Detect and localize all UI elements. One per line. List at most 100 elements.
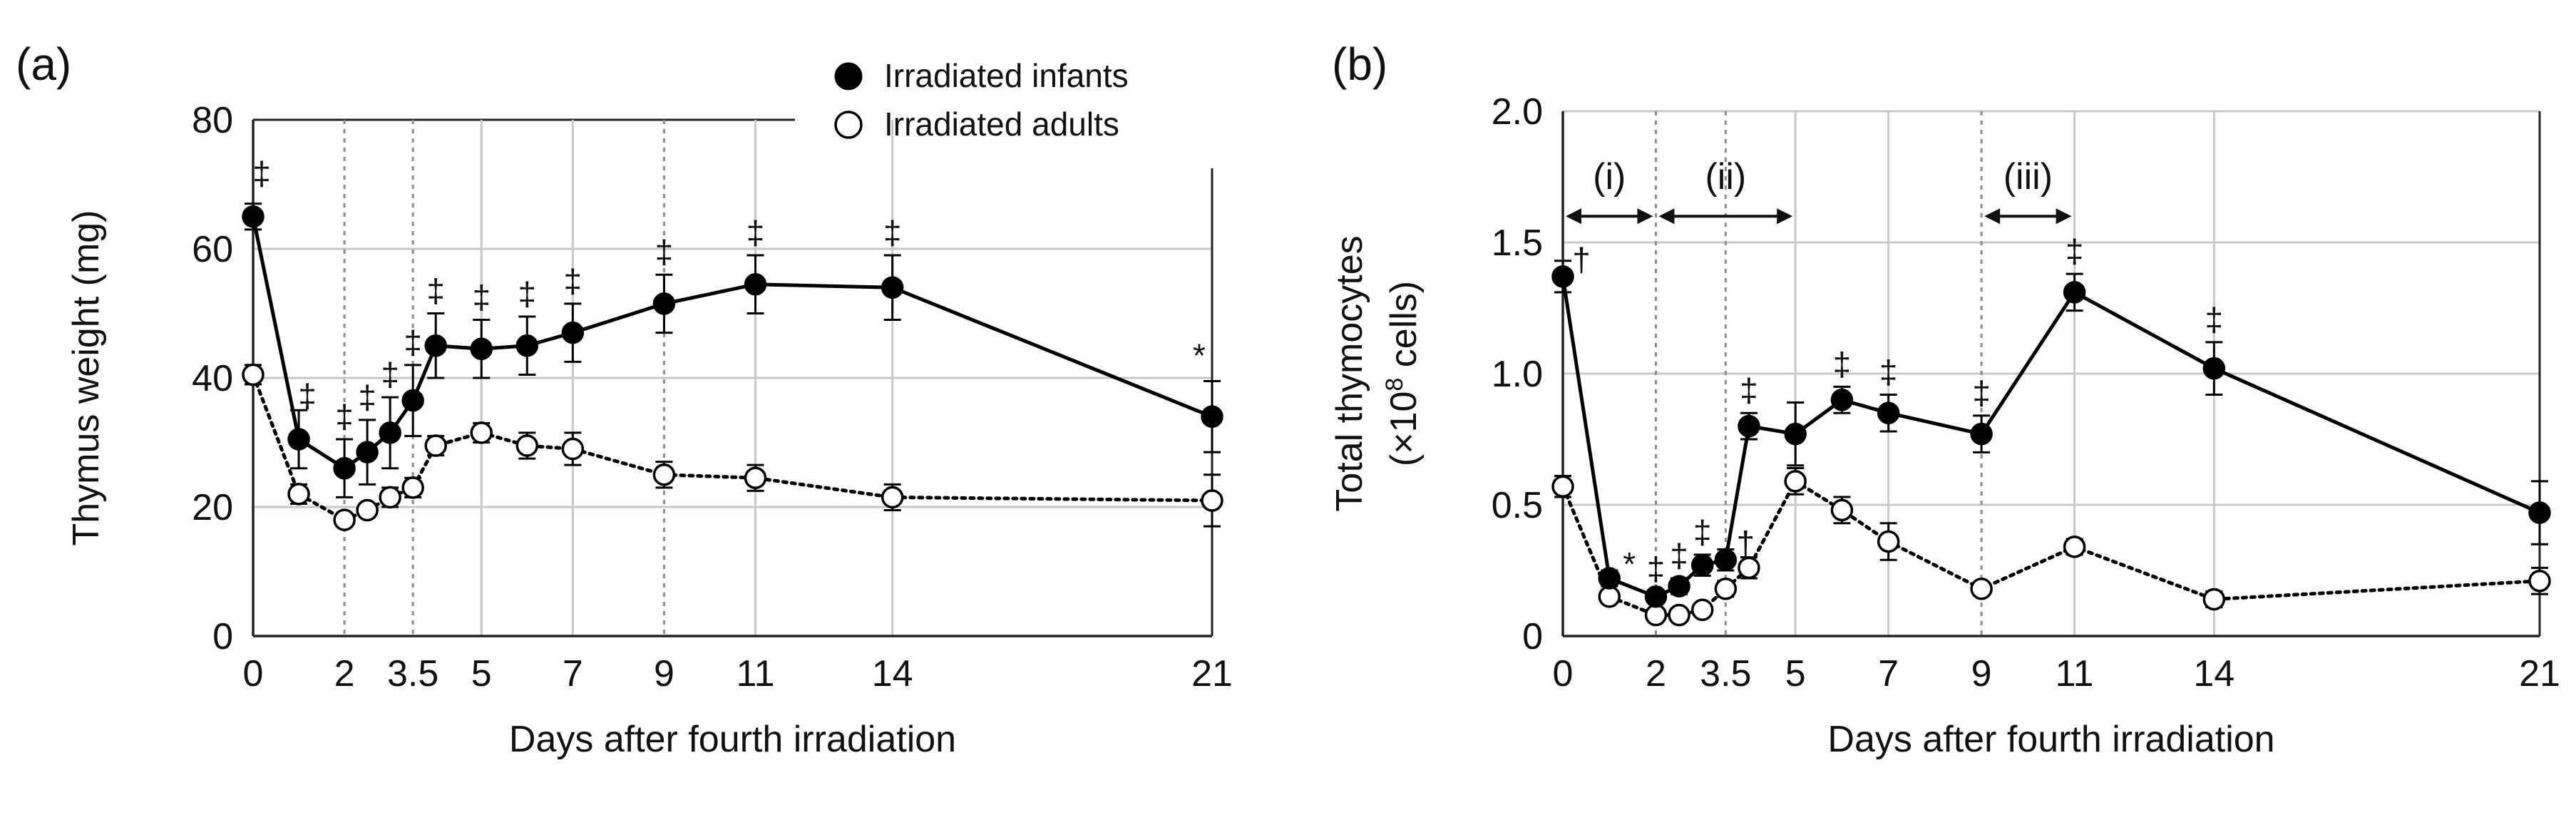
b-point-infants <box>2202 357 2226 380</box>
a-significance-mark: ‡ <box>298 377 317 414</box>
b-point-adults <box>1690 598 1714 621</box>
a-significance-mark: ‡ <box>335 398 354 435</box>
b-ytick-label: 0.5 <box>1492 485 1543 526</box>
a-point-adults <box>356 498 379 522</box>
b-point-infants <box>1784 422 1807 446</box>
a-significance-mark: ‡ <box>252 155 271 192</box>
b-point-infants <box>1644 585 1668 608</box>
a-significance-mark: * <box>1193 337 1206 374</box>
b-point-infants <box>1598 567 1621 590</box>
b-interval-arrowhead <box>1566 208 1581 225</box>
b-interval-arrowhead <box>1777 208 1793 225</box>
b-ytick-label: 1.5 <box>1492 222 1543 264</box>
a-point-infants <box>881 276 904 299</box>
b-significance-mark: * <box>1623 545 1636 583</box>
b-point-infants <box>1668 575 1690 598</box>
b-interval-arrowhead <box>1637 208 1653 225</box>
a-xtick-label: 2 <box>334 653 355 695</box>
legend-marker-infants <box>834 62 863 91</box>
a-ytick-label: 60 <box>192 229 233 270</box>
b-interval-label: (i) <box>1593 156 1626 198</box>
a-significance-mark: ‡ <box>358 379 376 416</box>
a-significance-mark: ‡ <box>404 324 422 361</box>
a-point-adults <box>242 363 265 386</box>
panel-label-b: (b) <box>1332 39 1387 90</box>
chart-panel-b: 0 0.5 1.0 1.5 2.0 0 2 3.5 5 7 9 11 14 21 Days after fo… <box>1329 91 2560 760</box>
a-ytick-label: 80 <box>192 100 233 141</box>
b-xtick-label: 21 <box>2519 653 2560 695</box>
b-significance-mark: ‡ <box>1647 550 1666 587</box>
a-xtick-label: 5 <box>471 653 492 695</box>
b-xtick-label: 14 <box>2193 653 2234 695</box>
b-xtick-label: 2 <box>1646 653 1666 695</box>
b-xtick-label: 7 <box>1878 653 1899 695</box>
a-point-infants <box>356 441 379 463</box>
a-point-adults <box>424 434 447 457</box>
b-x-axis-title: Days after fourth irradiation <box>1827 719 2274 760</box>
a-xtick-label: 9 <box>654 653 674 695</box>
a-point-infants <box>515 334 539 357</box>
a-point-infants <box>744 273 767 296</box>
a-xtick-label: 7 <box>563 653 583 695</box>
a-point-adults <box>1201 489 1223 512</box>
a-xtick-label: 3.5 <box>387 653 438 695</box>
b-significance-mark: ‡ <box>1693 513 1712 550</box>
a-point-adults <box>333 508 356 531</box>
b-significance-mark: † <box>1737 524 1755 561</box>
a-ytick-label: 0 <box>212 616 233 657</box>
b-significance-mark: ‡ <box>1670 537 1688 574</box>
a-significance-mark: ‡ <box>472 279 491 316</box>
b-xtick-label: 11 <box>2056 653 2094 695</box>
chart-panel-a: 0 20 40 60 80 0 2 3.5 5 7 9 11 14 21 Days after fourth… <box>66 100 1233 760</box>
b-point-adults <box>1644 603 1668 627</box>
b-xtick-label: 9 <box>1971 653 1992 695</box>
b-interval-label: (ii) <box>1705 156 1746 198</box>
a-point-adults <box>561 437 585 461</box>
b-point-infants <box>1714 548 1738 572</box>
panel-label-a: (a) <box>16 39 71 90</box>
b-point-adults <box>2202 588 2226 611</box>
a-xtick-label: 0 <box>243 653 264 695</box>
b-significance-mark: ‡ <box>2066 232 2084 270</box>
b-point-infants <box>2063 281 2086 304</box>
b-point-infants <box>1970 422 1993 446</box>
b-point-infants <box>1551 265 1574 288</box>
a-point-adults <box>515 434 539 457</box>
b-point-infants <box>1690 553 1714 577</box>
a-xtick-label: 14 <box>872 653 913 695</box>
b-ytick-label: 1.0 <box>1492 354 1543 395</box>
a-significance-mark: ‡ <box>426 272 445 309</box>
a-y-axis-title: Thymus weight (mg) <box>66 210 107 546</box>
b-point-adults <box>1970 578 1993 600</box>
b-point-adults <box>1784 470 1807 493</box>
a-point-adults <box>287 483 310 506</box>
b-y-axis-title: Total thymocytes <box>1329 235 1370 511</box>
b-point-infants <box>1830 389 1854 411</box>
b-xtick-label: 5 <box>1785 653 1806 695</box>
a-point-adults <box>881 486 904 509</box>
b-point-infants <box>2528 501 2551 524</box>
a-x-axis-title: Days after fourth irradiation <box>509 719 956 760</box>
a-ytick-label: 40 <box>192 358 233 399</box>
a-point-adults <box>470 421 493 444</box>
a-significance-mark: ‡ <box>518 275 536 312</box>
b-point-adults <box>1551 475 1574 498</box>
b-significance-mark: ‡ <box>1833 345 1852 382</box>
b-point-infants <box>1738 414 1760 438</box>
b-point-adults <box>1877 530 1900 553</box>
a-point-infants <box>1201 405 1223 429</box>
legend-label-adults: Irradiated adults <box>884 106 1119 143</box>
a-point-infants <box>333 456 356 480</box>
a-point-infants <box>561 321 585 344</box>
a-point-infants <box>652 292 676 315</box>
a-xtick-label: 11 <box>737 653 775 695</box>
legend-label-infants: Irradiated infants <box>884 57 1129 94</box>
a-point-infants <box>470 337 493 361</box>
a-ytick-label: 20 <box>192 487 233 528</box>
a-significance-mark: ‡ <box>381 356 399 393</box>
b-point-infants <box>1877 401 1900 424</box>
b-interval-label: (iii) <box>2003 156 2053 198</box>
b-point-adults <box>1714 578 1738 600</box>
b-significance-mark: † <box>1572 241 1591 278</box>
